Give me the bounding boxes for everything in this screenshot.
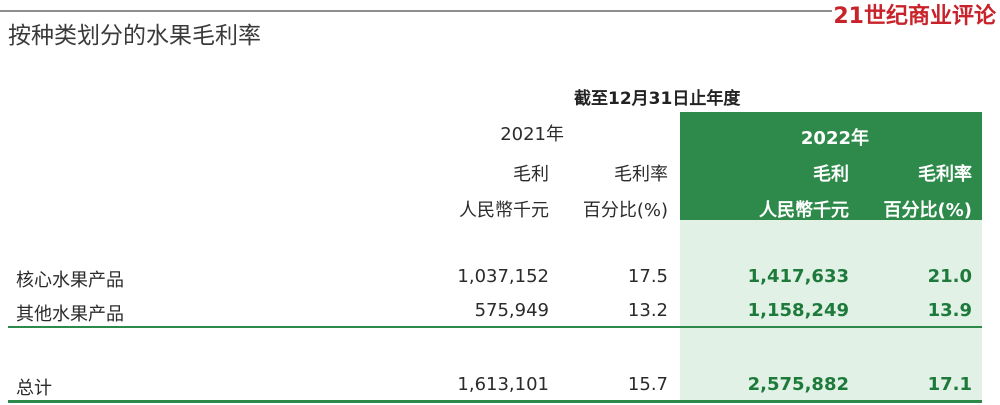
total-gp-2022: 2,575,882 (747, 374, 849, 395)
row-other-gp-2021: 575,949 (474, 300, 549, 321)
row-other-rate-2021: 13.2 (627, 300, 668, 321)
period-header: 截至12月31日止年度 (574, 89, 741, 109)
row-core-gp-2021: 1,037,152 (457, 266, 549, 287)
row-core-rate-2022: 21.0 (927, 266, 972, 287)
year-2022-header-panel (680, 112, 982, 220)
row-label-other-fruit: 其他水果产品 (16, 304, 124, 325)
page-title: 按种类划分的水果毛利率 (8, 23, 261, 49)
gp-2021-label: 毛利 (513, 164, 549, 185)
row-label-core-fruit: 核心水果产品 (16, 270, 124, 291)
row-core-gp-2022: 1,417,633 (747, 266, 849, 287)
publisher-watermark: 21世纪商业评论 (833, 4, 996, 29)
row-other-gp-2022: 1,158,249 (747, 300, 849, 321)
year-2021-label: 2021年 (500, 124, 564, 145)
gp-2022-label: 毛利 (813, 164, 849, 185)
top-divider (0, 10, 832, 12)
total-rate-2022: 17.1 (927, 374, 972, 395)
gp-2021-unit: 人民幣千元 (459, 200, 549, 221)
total-rule (8, 400, 982, 403)
subtotal-rule (8, 326, 982, 328)
gp-2022-unit: 人民幣千元 (759, 200, 849, 221)
year-2022-values-panel (680, 220, 982, 403)
rate-2021-unit: 百分比(%) (582, 200, 668, 221)
row-core-rate-2021: 17.5 (627, 266, 668, 287)
total-label: 总计 (16, 378, 52, 399)
rate-2021-label: 毛利率 (614, 164, 668, 185)
total-rate-2021: 15.7 (627, 374, 668, 395)
rate-2022-unit: 百分比(%) (883, 200, 973, 221)
total-gp-2021: 1,613,101 (457, 374, 549, 395)
rate-2022-label: 毛利率 (918, 164, 972, 185)
row-other-rate-2022: 13.9 (927, 300, 972, 321)
year-2022-label: 2022年 (800, 128, 869, 149)
